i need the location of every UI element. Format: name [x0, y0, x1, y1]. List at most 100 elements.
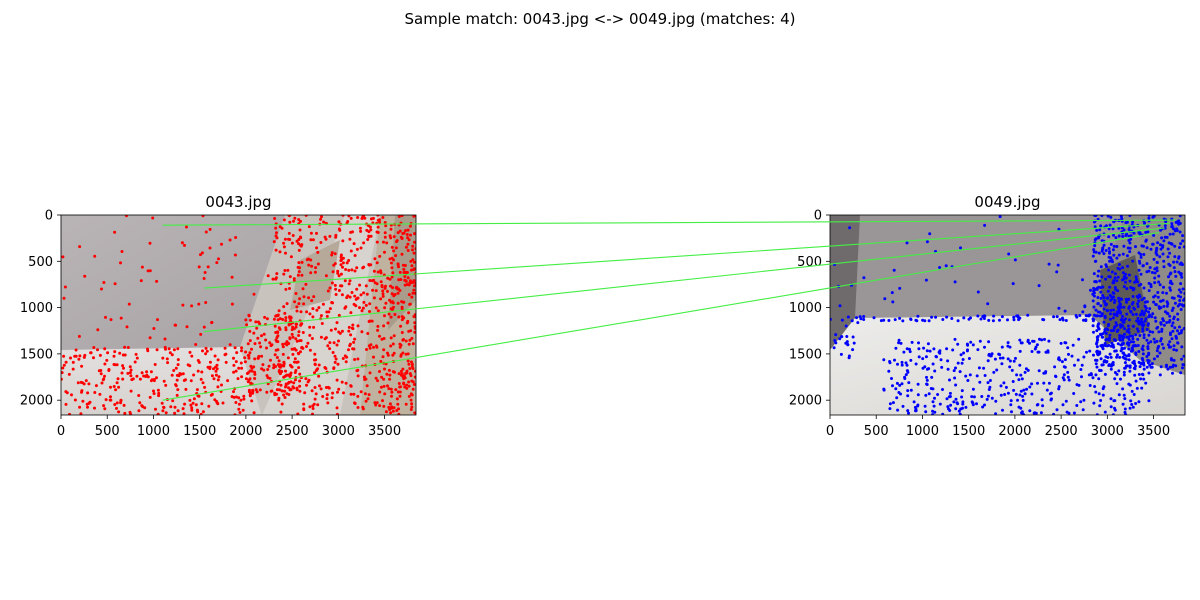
right-keypoint: [892, 268, 896, 272]
left-keypoint: [410, 295, 414, 299]
right-keypoint: [938, 266, 942, 269]
left-keypoint: [315, 368, 319, 372]
left-keypoint: [119, 261, 122, 265]
left-keypoint: [247, 354, 251, 357]
right-keypoint: [1142, 377, 1146, 381]
right-keypoint: [1105, 302, 1109, 306]
right-keypoint: [1095, 286, 1099, 290]
left-keypoint: [411, 244, 415, 248]
right-keypoint: [904, 373, 908, 377]
left-keypoint: [290, 241, 294, 245]
right-keypoint: [1176, 312, 1180, 316]
right-keypoint: [1102, 296, 1106, 300]
right-keypoint: [1106, 215, 1110, 218]
right-keypoint: [1145, 338, 1149, 342]
right-keypoint: [1117, 253, 1121, 257]
left-keypoint: [315, 231, 318, 235]
right-keypoint: [1120, 217, 1124, 221]
left-keypoint: [308, 325, 312, 329]
left-keypoint: [203, 385, 207, 389]
left-keypoint: [389, 261, 393, 265]
right-keypoint: [928, 349, 932, 353]
right-keypoint: [901, 404, 905, 408]
left-keypoint: [386, 353, 390, 357]
right-keypoint: [959, 246, 962, 250]
left-keypoint: [399, 324, 403, 328]
right-keypoint: [1171, 232, 1175, 236]
left-keypoint: [337, 313, 341, 317]
right-keypoint: [1085, 350, 1088, 354]
right-keypoint: [1141, 352, 1145, 356]
left-keypoint: [188, 398, 192, 402]
right-keypoint: [1108, 285, 1112, 289]
right-keypoint: [1081, 408, 1085, 412]
left-keypoint: [206, 265, 210, 269]
left-keypoint: [212, 367, 215, 371]
right-keypoint: [934, 315, 938, 319]
right-keypoint: [945, 347, 949, 351]
right-keypoints: [830, 215, 1185, 415]
left-keypoint: [392, 406, 396, 410]
left-keypoint: [388, 257, 392, 261]
left-keypoint: [355, 296, 359, 300]
right-keypoint: [1128, 364, 1132, 368]
left-keypoint: [390, 308, 394, 312]
right-keypoint: [1140, 386, 1144, 390]
right-keypoint: [945, 397, 949, 401]
left-keypoint: [383, 392, 387, 396]
left-keypoint: [160, 401, 164, 405]
right-keypoint: [1111, 413, 1115, 415]
right-keypoint: [1147, 215, 1151, 217]
left-keypoint: [369, 343, 373, 347]
right-keypoint: [910, 340, 914, 344]
right-keypoint: [1097, 269, 1101, 273]
left-keypoint: [305, 345, 308, 348]
left-keypoint: [409, 398, 413, 402]
right-keypoint: [1147, 333, 1151, 337]
right-keypoint: [962, 351, 966, 355]
right-keypoint: [912, 400, 916, 404]
left-keypoint: [92, 346, 96, 349]
left-keypoint: [252, 365, 256, 369]
left-keypoint: [309, 231, 313, 235]
right-keypoint: [1014, 356, 1017, 360]
left-keypoint: [104, 315, 107, 319]
left-keypoint: [252, 331, 256, 335]
right-keypoint: [1088, 349, 1092, 353]
right-keypoint: [1127, 338, 1131, 341]
right-keypoint: [1093, 225, 1097, 229]
right-keypoint: [1161, 245, 1165, 249]
left-keypoint: [299, 310, 303, 314]
left-keypoint: [199, 412, 203, 415]
right-keypoint: [1157, 280, 1161, 284]
right-keypoint: [1117, 369, 1121, 373]
left-keypoint: [276, 382, 280, 386]
left-keypoint: [308, 348, 312, 352]
left-keypoint: [318, 384, 321, 388]
left-keypoint: [392, 235, 396, 239]
left-keypoint: [325, 314, 329, 318]
right-keypoint: [1136, 337, 1140, 341]
right-keypoint: [1127, 343, 1131, 347]
left-keypoint: [122, 403, 126, 407]
right-keypoint: [1111, 260, 1114, 264]
right-keypoint: [1116, 342, 1120, 346]
right-keypoint: [1161, 298, 1165, 302]
right-keypoint: [1180, 357, 1184, 361]
right-keypoint: [1020, 341, 1024, 345]
right-keypoint: [1132, 231, 1136, 235]
right-keypoint: [994, 399, 998, 403]
left-keypoint: [292, 277, 296, 281]
right-keypoint: [1118, 302, 1122, 306]
right-keypoint: [1111, 363, 1115, 367]
left-keypoint: [392, 351, 396, 355]
left-keypoint: [375, 282, 379, 286]
right-keypoint: [1107, 247, 1111, 250]
right-keypoint: [1098, 404, 1102, 408]
left-keypoint: [109, 395, 112, 399]
right-keypoint: [1133, 307, 1137, 311]
right-keypoint: [1017, 405, 1021, 409]
left-keypoint: [381, 355, 385, 359]
left-xtick-label: 2500: [276, 424, 309, 439]
left-keypoint: [398, 270, 402, 274]
